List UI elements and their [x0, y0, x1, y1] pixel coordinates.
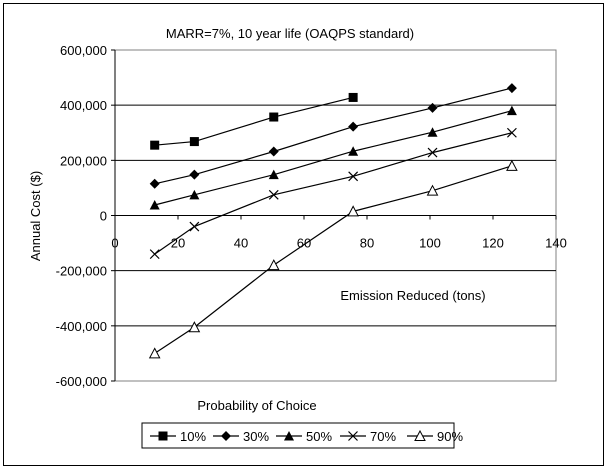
legend-marker — [221, 431, 231, 441]
series-group — [148, 83, 518, 359]
data-point-70pct — [189, 221, 200, 232]
data-point-90pct — [188, 321, 201, 333]
y-tick-label: 200,000 — [60, 153, 107, 168]
legend-marker — [158, 431, 168, 441]
x-tick-label: 80 — [360, 236, 374, 251]
series-line-50pct — [154, 110, 513, 206]
data-point-30pct — [149, 178, 160, 189]
data-point-30pct — [189, 169, 200, 180]
data-point-70pct — [427, 147, 438, 158]
x-tick-label: 40 — [234, 236, 248, 251]
data-point-90pct — [267, 259, 280, 271]
x-axis: 020406080100120140 — [111, 215, 567, 251]
gridlines — [115, 104, 556, 327]
x-tick-label: 140 — [545, 236, 567, 251]
data-point-50pct — [506, 105, 517, 116]
data-point-50pct — [348, 146, 359, 156]
series-50pct — [149, 105, 517, 210]
y-tick-label: -400,000 — [56, 319, 107, 334]
y-axis: -600,000 -400,000 -200,000 0 200,000 400,000 6… — [56, 43, 116, 389]
data-point-70pct — [268, 189, 279, 200]
data-point-70pct — [149, 249, 160, 260]
data-point-90pct — [347, 205, 359, 217]
y-tick-label: 400,000 — [60, 98, 107, 113]
y-tick-label: 600,000 — [60, 43, 107, 58]
legend-item-70pct: 70% — [340, 429, 396, 444]
data-point-30pct — [506, 83, 517, 94]
data-point-10pct — [150, 140, 160, 150]
probability-annotation: Probability of Choice — [197, 398, 316, 413]
x-tick-label: 120 — [482, 236, 504, 251]
series-line-90pct — [154, 165, 513, 354]
legend-marker — [414, 429, 426, 441]
data-point-30pct — [268, 146, 279, 157]
legend-marker — [348, 431, 358, 441]
y-tick-label: 0 — [100, 209, 107, 224]
data-point-70pct — [348, 171, 359, 182]
data-point-10pct — [348, 92, 358, 102]
data-point-10pct — [269, 112, 279, 122]
legend-label: 90% — [437, 429, 463, 444]
series-line-70pct — [154, 132, 513, 255]
x-tick-label: 100 — [419, 236, 441, 251]
legend-item-10pct: 10% — [150, 429, 206, 444]
data-point-90pct — [506, 159, 518, 171]
legend-label: 50% — [306, 429, 332, 444]
data-point-30pct — [427, 102, 438, 113]
legend-item-30pct: 30% — [213, 429, 269, 444]
series-70pct — [149, 127, 517, 260]
x-tick-label: 20 — [171, 236, 185, 251]
data-point-10pct — [189, 137, 199, 147]
legend-label: 70% — [370, 429, 396, 444]
legend-item-50pct: 50% — [276, 429, 332, 444]
legend-label: 30% — [243, 429, 269, 444]
data-point-50pct — [189, 189, 200, 200]
data-point-90pct — [148, 347, 161, 359]
data-point-30pct — [348, 121, 359, 132]
data-point-50pct — [427, 127, 438, 137]
chart-title: MARR=7%, 10 year life (OAQPS standard) — [166, 26, 414, 41]
data-point-70pct — [506, 127, 517, 138]
series-10pct — [150, 92, 358, 150]
y-tick-label: -600,000 — [56, 374, 107, 389]
data-point-50pct — [268, 169, 279, 180]
series-90pct — [148, 159, 518, 359]
y-tick-label: -200,000 — [56, 264, 107, 279]
series-30pct — [149, 83, 517, 189]
data-point-90pct — [426, 184, 439, 196]
legend-marker — [284, 431, 294, 441]
legend-item-90pct: 90% — [407, 429, 463, 444]
x-axis-title: Emission Reduced (tons) — [340, 288, 485, 303]
y-axis-title: Annual Cost ($) — [28, 171, 43, 261]
legend: 10% 30% 50% 70% 90% — [150, 429, 463, 444]
legend-label: 10% — [180, 429, 206, 444]
series-line-10pct — [154, 96, 354, 146]
series-line-30pct — [154, 87, 513, 185]
data-point-50pct — [149, 200, 160, 210]
